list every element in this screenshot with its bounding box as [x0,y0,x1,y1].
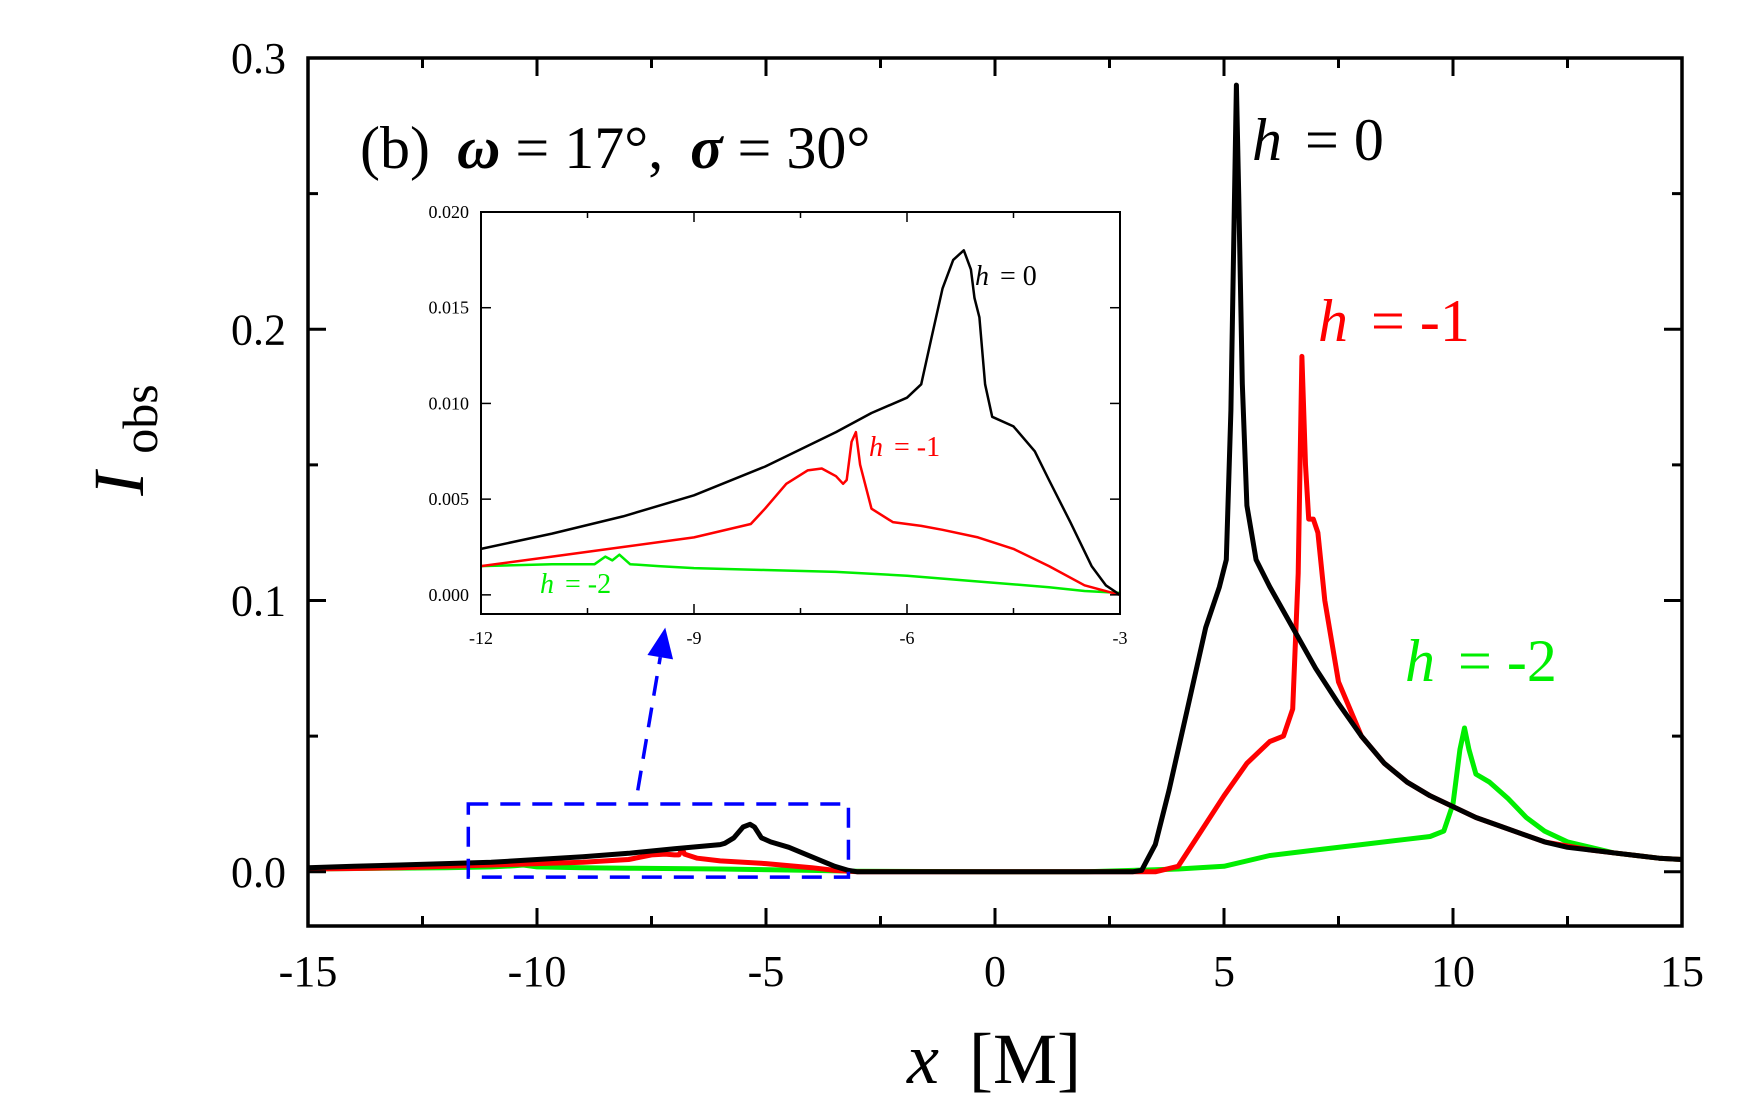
inset-label-h2-var: h [540,569,554,600]
series-label-h2-var: h [1405,628,1435,694]
panel-title: (b) ω = 17°, σ = 30° [360,115,870,181]
inset-series-line-0 [480,249,1121,596]
inset-y-tick-label: 0.015 [429,298,470,318]
highlight-box [466,802,851,879]
plot-frame [306,56,1684,928]
omega-value: = 17°, [515,115,663,181]
series-line-2 [307,725,1683,875]
series-line-0 [307,82,1683,875]
inset-background [481,212,1120,614]
x-tick-label: -15 [279,947,338,996]
x-tick-label: -10 [508,947,567,996]
sigma-symbol: σ [690,115,724,181]
x-tick-label: 5 [1213,947,1235,996]
inset-chart: -12 -9 -6 -3 0.000 0.005 0.010 0.015 0.020 h = 0… [429,202,1128,648]
y-tick-label: 0.1 [231,577,286,626]
y-axis-label: I obs [79,384,168,496]
inset-y-tick-label: 0.010 [429,393,470,413]
inset-series-line-2 [480,553,1121,595]
main-axis-ticks: -15 -10 -5 0 5 10 15 0.0 0.1 0.2 0.3 [231,34,1704,996]
y-tick-label: 0.2 [231,305,286,354]
x-tick-label: 15 [1660,947,1704,996]
inset-axis-ticks: -12 -9 -6 -3 0.000 0.005 0.010 0.015 0.020 [429,202,1128,648]
inset-label-h0-val: = 0 [1000,261,1037,292]
inset-x-tick-label: -12 [469,628,493,648]
inset-frame [480,211,1121,615]
inset-series-line-1 [480,430,1121,597]
inset-label-h1-var: h [869,432,883,463]
x-axis-label-var: x [906,1019,939,1099]
x-axis-label-unit: [M] [969,1019,1081,1099]
inset-x-tick-label: -6 [900,628,915,648]
inset-y-tick-label: 0.005 [429,489,470,509]
omega-symbol: ω [457,115,500,181]
inset-x-tick-label: -3 [1113,628,1128,648]
series-label-h0: h = 0 [1252,107,1384,173]
y-axis-label-main: I [79,469,159,497]
y-axis-label-sub: obs [112,384,168,453]
inset-label-h2-val: = -2 [565,569,611,600]
series-label-h0-val: = 0 [1305,107,1384,173]
main-series-group [307,82,1683,875]
inset-y-tick-label: 0.000 [429,585,470,605]
series-label-h0-var: h [1252,107,1282,173]
inset-series-group [480,249,1121,597]
x-axis-label: x [M] [906,1019,1081,1099]
y-tick-label: 0.3 [231,34,286,83]
x-tick-label: 10 [1431,947,1475,996]
highlight-arrowhead [647,627,674,660]
inset-label-h2: h = -2 [540,569,611,600]
inset-label-h1-val: = -1 [894,432,940,463]
sigma-value: = 30° [738,115,871,181]
series-label-h2: h = -2 [1405,628,1557,694]
inset-y-tick-label: 0.020 [429,202,470,222]
series-label-h1-var: h [1318,288,1348,354]
y-tick-label: 0.0 [231,848,286,897]
series-label-h1: h = -1 [1318,288,1470,354]
panel-label: (b) [360,115,430,181]
x-tick-label: -5 [748,947,785,996]
highlight-arrow [636,656,662,791]
inset-x-tick-label: -9 [687,628,702,648]
series-label-h1-val: = -1 [1371,288,1470,354]
inset-label-h0-var: h [975,261,989,292]
inset-label-h1: h = -1 [869,432,940,463]
x-tick-label: 0 [984,947,1006,996]
series-label-h2-val: = -2 [1458,628,1557,694]
inset-label-h0: h = 0 [975,261,1037,292]
